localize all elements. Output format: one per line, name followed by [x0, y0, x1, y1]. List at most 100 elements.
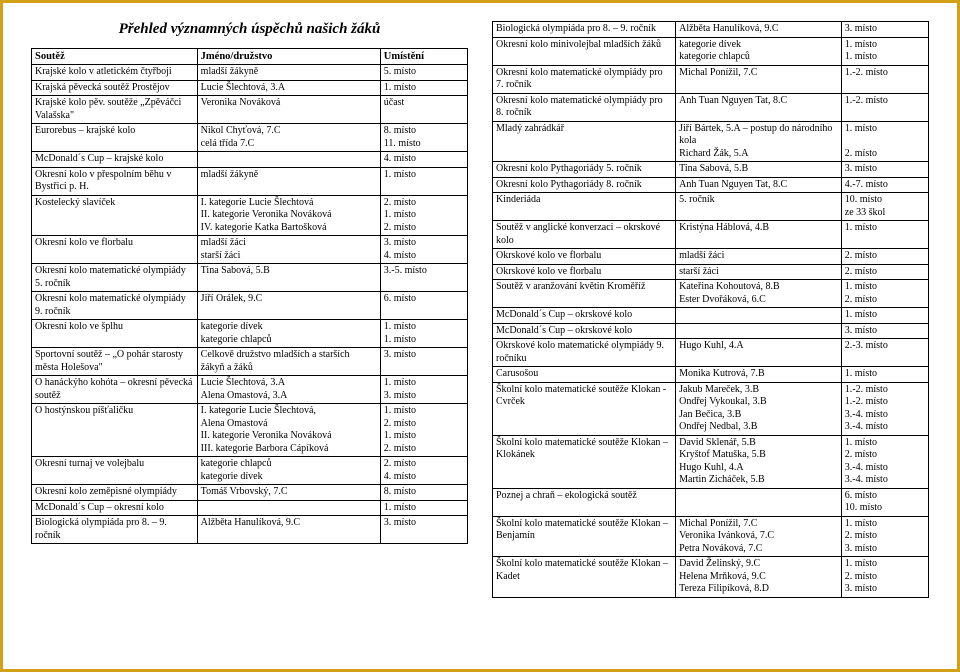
table-cell: Michal Ponížil, 7.C: [676, 65, 842, 93]
table-cell: 1. místo: [841, 367, 928, 383]
table-cell: 3. místo: [841, 162, 928, 178]
table-cell: Alžběta Hanulíková, 9.C: [676, 22, 842, 38]
table-row: Školní kolo matematické soutěže Klokan –…: [493, 516, 929, 557]
table-cell: 2. místo: [841, 249, 928, 265]
table-row: Eurorebus – krajské koloNikol Chyťová, 7…: [32, 124, 468, 152]
table-row: McDonald´s Cup – okrskové kolo3. místo: [493, 323, 929, 339]
table-cell: Krajské kolo v atletickém čtyřboji: [32, 65, 198, 81]
table-row: McDonald´s Cup – okrskové kolo1. místo: [493, 308, 929, 324]
table-cell: 1. místo 2. místo 3.-4. místo 3.-4. míst…: [841, 435, 928, 488]
table-row: Okresní kolo Pythagoriády 5. ročníkTina …: [493, 162, 929, 178]
table-cell: kategorie dívek kategorie chlapců: [197, 320, 380, 348]
table-cell: 8. místo: [380, 485, 467, 501]
table-cell: Krajské kolo pěv. soutěže „Zpěváčci Vala…: [32, 96, 198, 124]
table-cell: Okresní kolo matematické olympiády pro 7…: [493, 65, 676, 93]
right-table: Biologická olympiáda pro 8. – 9. ročníkA…: [492, 21, 929, 598]
table-row: Mladý zahrádkářJiří Bártek, 5.A – postup…: [493, 121, 929, 162]
table-row: Krajská pěvecká soutěž ProstějovLucie Šl…: [32, 80, 468, 96]
table-cell: Okrskové kolo ve florbalu: [493, 264, 676, 280]
table-cell: [676, 308, 842, 324]
table-cell: Lucie Šlechtová, 3.A: [197, 80, 380, 96]
table-cell: 2. místo: [841, 264, 928, 280]
table-row: Okresní kolo matematické olympiády 5. ro…: [32, 264, 468, 292]
table-cell: Okresní kolo Pythagoriády 5. ročník: [493, 162, 676, 178]
table-cell: [676, 488, 842, 516]
table-cell: kategorie dívek kategorie chlapců: [676, 37, 842, 65]
table-row: O hostýnskou píšťaličkuI. kategorie Luci…: [32, 404, 468, 457]
table-cell: 3. místo: [380, 348, 467, 376]
table-cell: Veronika Nováková: [197, 96, 380, 124]
table-cell: mladší žáci: [676, 249, 842, 265]
table-row: Soutěž v anglické konverzaci – okrskové …: [493, 221, 929, 249]
table-row: Školní kolo matematické soutěže Klokan –…: [493, 435, 929, 488]
table-cell: 1.-2. místo: [841, 93, 928, 121]
table-row: Biologická olympiáda pro 8. – 9. ročníkA…: [493, 22, 929, 38]
table-cell: Okrskové kolo ve florbalu: [493, 249, 676, 265]
table-row: McDonald´s Cup – okresní kolo1. místo: [32, 500, 468, 516]
table-cell: 1.-2. místo: [841, 65, 928, 93]
table-row: Krajské kolo pěv. soutěže „Zpěváčci Vala…: [32, 96, 468, 124]
table-cell: David Želinský, 9.C Helena Mrňková, 9.C …: [676, 557, 842, 598]
table-cell: I. kategorie Lucie Šlechtová II. kategor…: [197, 195, 380, 236]
table-cell: Celkově družstvo mladších a starších žák…: [197, 348, 380, 376]
table-row: Sportovní soutěž – „O pohár starosty měs…: [32, 348, 468, 376]
table-cell: 1. místo 2. místo: [841, 121, 928, 162]
table-row: Okrskové kolo ve florbalustarší žáci2. m…: [493, 264, 929, 280]
table-row: Školní kolo matematické soutěže Klokan -…: [493, 382, 929, 435]
table-cell: 6. místo 10. místo: [841, 488, 928, 516]
table-cell: Alžběta Hanulíková, 9.C: [197, 516, 380, 544]
table-row: Okrskové kolo ve florbalumladší žáci2. m…: [493, 249, 929, 265]
table-cell: Kateřina Kohoutová, 8.B Ester Dvořáková,…: [676, 280, 842, 308]
table-cell: 10. místo ze 33 škol: [841, 193, 928, 221]
table-row: Okresní kolo zeměpisné olympiádyTomáš Vr…: [32, 485, 468, 501]
table-cell: Biologická olympiáda pro 8. – 9. ročník: [493, 22, 676, 38]
table-cell: 2. místo 1. místo 2. místo: [380, 195, 467, 236]
table-cell: Okresní kolo ve florbalu: [32, 236, 198, 264]
table-cell: O hostýnskou píšťaličku: [32, 404, 198, 457]
table-cell: 5. místo: [380, 65, 467, 81]
table-cell: 4.-7. místo: [841, 177, 928, 193]
table-cell: Okresní kolo Pythagoriády 8. ročník: [493, 177, 676, 193]
table-cell: mladší žákyně: [197, 167, 380, 195]
table-cell: 3.-5. místo: [380, 264, 467, 292]
table-cell: Školní kolo matematické soutěže Klokan -…: [493, 382, 676, 435]
table-cell: 1. místo 2. místo 3. místo: [841, 516, 928, 557]
table-cell: Okresní kolo matematické olympiády pro 8…: [493, 93, 676, 121]
table-cell: 1. místo 2. místo 1. místo 2. místo: [380, 404, 467, 457]
table-cell: [197, 152, 380, 168]
table-row: Okresní kolo matematické olympiády pro 8…: [493, 93, 929, 121]
table-cell: Školní kolo matematické soutěže Klokan –…: [493, 435, 676, 488]
right-column: Biologická olympiáda pro 8. – 9. ročníkA…: [492, 21, 929, 651]
header-umístění: Umístění: [380, 49, 467, 65]
table-cell: 1. místo 3. místo: [380, 376, 467, 404]
table-cell: 1. místo 1. místo: [841, 37, 928, 65]
table-cell: Okresní kolo matematické olympiády 9. ro…: [32, 292, 198, 320]
table-cell: O hanáckýho kohóta – okresní pěvecká sou…: [32, 376, 198, 404]
table-row: Okresní kolo ve florbalumladší žáci star…: [32, 236, 468, 264]
table-cell: I. kategorie Lucie Šlechtová, Alena Omas…: [197, 404, 380, 457]
table-cell: Okresní kolo minivolejbal mladších žáků: [493, 37, 676, 65]
table-cell: Okresní kolo ve šplhu: [32, 320, 198, 348]
table-row: Okresní kolo v přespolním běhu v Bystřic…: [32, 167, 468, 195]
table-cell: Anh Tuan Nguyen Tat, 8.C: [676, 177, 842, 193]
table-cell: Tina Sabová, 5.B: [197, 264, 380, 292]
table-cell: McDonald´s Cup – okrskové kolo: [493, 323, 676, 339]
table-cell: 3. místo: [841, 22, 928, 38]
table-row: Krajské kolo v atletickém čtyřbojimladší…: [32, 65, 468, 81]
table-cell: Okresní turnaj ve volejbalu: [32, 457, 198, 485]
table-cell: 4. místo: [380, 152, 467, 168]
table-cell: Biologická olympiáda pro 8. – 9. ročník: [32, 516, 198, 544]
table-cell: Krajská pěvecká soutěž Prostějov: [32, 80, 198, 96]
table-row: Okresní kolo minivolejbal mladších žákůk…: [493, 37, 929, 65]
table-row: Biologická olympiáda pro 8. – 9. ročníkA…: [32, 516, 468, 544]
table-row: Poznej a chraň – ekologická soutěž6. mís…: [493, 488, 929, 516]
table-cell: Školní kolo matematické soutěže Klokan –…: [493, 557, 676, 598]
table-cell: Školní kolo matematické soutěže Klokan –…: [493, 516, 676, 557]
left-table: Soutěž Jméno/družstvo Umístění Krajské k…: [31, 48, 468, 544]
table-cell: 1. místo: [380, 500, 467, 516]
table-cell: Tomáš Vrbovský, 7.C: [197, 485, 380, 501]
table-row: Okresní kolo matematické olympiády pro 7…: [493, 65, 929, 93]
header-soutěž: Soutěž: [32, 49, 198, 65]
table-row: Soutěž v aranžování květin KroměřížKateř…: [493, 280, 929, 308]
table-cell: Okresní kolo zeměpisné olympiády: [32, 485, 198, 501]
